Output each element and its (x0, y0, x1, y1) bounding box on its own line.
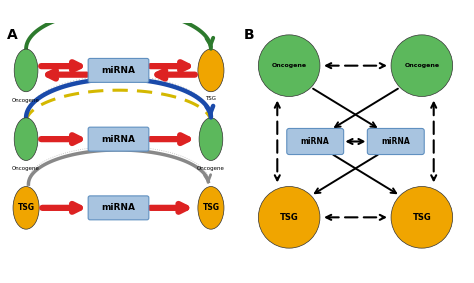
Text: miRNA: miRNA (101, 66, 136, 75)
Text: A: A (7, 28, 18, 42)
Circle shape (258, 35, 320, 97)
Ellipse shape (13, 186, 39, 229)
Text: B: B (244, 28, 255, 42)
Ellipse shape (14, 49, 38, 92)
Text: miRNA: miRNA (101, 203, 136, 212)
Text: Oncogene: Oncogene (12, 166, 40, 171)
FancyBboxPatch shape (367, 128, 424, 155)
Text: TSG: TSG (205, 97, 217, 102)
Circle shape (391, 186, 453, 248)
Circle shape (391, 35, 453, 97)
FancyBboxPatch shape (88, 127, 149, 151)
Text: Oncogene: Oncogene (12, 98, 40, 103)
Ellipse shape (14, 118, 38, 160)
Text: Oncogene: Oncogene (404, 63, 439, 68)
Text: TSG: TSG (280, 213, 299, 222)
Text: miRNA: miRNA (101, 135, 136, 144)
Text: TSG: TSG (202, 203, 219, 212)
Ellipse shape (198, 186, 224, 229)
Text: Oncogene: Oncogene (197, 166, 225, 171)
FancyBboxPatch shape (88, 58, 149, 82)
FancyBboxPatch shape (287, 128, 344, 155)
Text: Oncogene: Oncogene (272, 63, 307, 68)
Text: TSG: TSG (18, 203, 35, 212)
Text: miRNA: miRNA (301, 137, 329, 146)
Ellipse shape (199, 118, 223, 160)
Circle shape (258, 186, 320, 248)
Text: TSG: TSG (412, 213, 431, 222)
Ellipse shape (198, 49, 224, 92)
Text: miRNA: miRNA (382, 137, 410, 146)
FancyBboxPatch shape (88, 196, 149, 220)
